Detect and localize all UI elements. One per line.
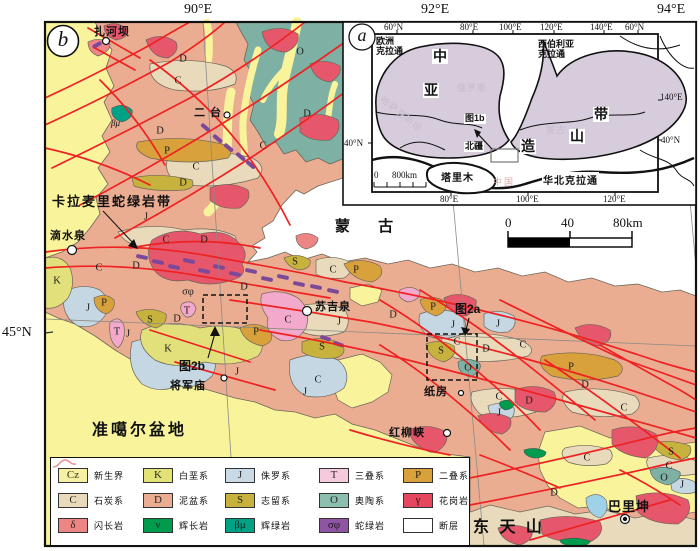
legend-code-k: K — [154, 469, 162, 481]
legend-item-p: P 二叠系 — [403, 463, 470, 488]
fig1b-arrow — [477, 133, 493, 150]
caob-region-west — [375, 42, 510, 159]
legend-label-t: 三叠系 — [355, 471, 386, 481]
legend-swatch-sigma-phi: σφ — [319, 518, 349, 533]
legend-item-d: D 泥盆系 — [143, 488, 225, 513]
gabbro-diabase-patches — [111, 105, 681, 547]
scalebar — [507, 231, 633, 248]
legend-item-c: C 石炭系 — [58, 488, 143, 513]
legend-item-k: K 白垩系 — [143, 463, 225, 488]
legend-item-cz: Cz 新生界 — [58, 463, 143, 488]
dishuiquan-marker — [66, 244, 78, 256]
mongolia-white-area — [248, 178, 696, 296]
legend-code-cz: Cz — [66, 469, 80, 481]
legend-item-t: T 三叠系 — [319, 463, 403, 488]
legend-swatch-beta-mu: βμ — [225, 518, 255, 533]
legend-swatch-t: T — [319, 468, 349, 483]
fault-line-icon — [52, 459, 77, 468]
legend-item-delta: δ 闪长岩 — [58, 513, 143, 538]
lake — [585, 494, 608, 519]
legend-code-c: C — [69, 494, 77, 506]
legend-label-sigma-phi: 蛇绿岩 — [355, 521, 386, 531]
legend-swatch-j: J — [225, 468, 255, 483]
legend-swatch-fault — [52, 459, 433, 533]
legend-swatch-k: K — [143, 468, 173, 483]
inset-scalebar — [373, 182, 427, 188]
hongliuxia-marker — [442, 428, 452, 438]
legend-code-t: T — [330, 469, 338, 481]
sujiquan-marker — [301, 305, 313, 317]
panel-b-letter: b — [57, 27, 69, 51]
legend-item-j: J 侏罗系 — [225, 463, 319, 488]
caob-region-east — [510, 39, 687, 161]
inset-frame-ticks — [368, 30, 662, 196]
legend-code-nu: ν — [155, 519, 161, 531]
ertai-marker — [223, 111, 231, 119]
panel-a-letter: a — [357, 25, 367, 46]
study-area-box — [490, 148, 519, 163]
legend-swatch-o: O — [319, 493, 349, 508]
legend-label-gamma: 花岗岩 — [439, 496, 470, 506]
legend-code-s: S — [236, 494, 244, 506]
legend-swatch-cz: Cz — [58, 468, 88, 483]
legend-code-delta: δ — [70, 519, 76, 531]
balikun-marker-inner — [622, 516, 628, 522]
legend-label-s: 志留系 — [261, 496, 292, 506]
legend: Cz 新生界 K 白垩系 J 侏罗系 T 三叠系 P 二叠系 C 石炭系 D 泥盆系 S 志留系 O 奥陶系 γ 花岗… — [50, 457, 470, 546]
legend-label-fault: 断层 — [439, 521, 460, 531]
fig2b-box — [202, 294, 248, 324]
legend-item-beta-mu: βμ 辉绿岩 — [225, 513, 319, 538]
legend-code-sigma-phi: σφ — [327, 519, 341, 531]
legend-label-nu: 辉长岩 — [179, 521, 210, 531]
figure-annotations — [102, 210, 478, 381]
legend-item-o: O 奥陶系 — [319, 488, 403, 513]
cretaceous-patches — [44, 256, 263, 366]
fig2a-box — [426, 333, 478, 381]
panel-a-circle — [348, 23, 376, 51]
legend-code-gamma: γ — [415, 494, 421, 506]
legend-label-k: 白垩系 — [179, 471, 210, 481]
place-markers — [66, 36, 631, 525]
legend-label-d: 泥盆系 — [179, 496, 210, 506]
legend-code-o: O — [330, 494, 338, 506]
fault-lines — [44, 21, 697, 541]
kalamaili-arrow — [102, 210, 135, 245]
legend-swatch-p: P — [403, 468, 433, 483]
legend-swatch-d: D — [143, 493, 173, 508]
legend-code-j: J — [237, 469, 243, 481]
legend-swatch-delta: δ — [58, 518, 88, 533]
inset-map — [342, 21, 697, 206]
legend-item-nu: ν 辉长岩 — [143, 513, 225, 538]
legend-code-beta-mu: βμ — [234, 519, 246, 531]
legend-swatch-c: C — [58, 493, 88, 508]
arrowheads — [128, 239, 470, 336]
lat-tick-45n: 45°N — [2, 325, 32, 340]
legend-label-o: 奥陶系 — [355, 496, 386, 506]
legend-item-gamma: γ 花岗岩 — [403, 488, 470, 513]
legend-swatch-s: S — [225, 493, 255, 508]
legend-code-p: P — [414, 469, 422, 481]
legend-label-cz: 新生界 — [94, 471, 125, 481]
legend-label-beta-mu: 辉绿岩 — [261, 521, 292, 531]
jiangjunmiao-marker — [220, 374, 228, 382]
legend-code-d: D — [154, 494, 162, 506]
fig2b-arrow — [207, 332, 216, 359]
legend-label-p: 二叠系 — [439, 471, 470, 481]
legend-item-sigma-phi: σφ 蛇绿岩 — [319, 513, 403, 538]
zhifang-marker — [457, 389, 465, 397]
legend-label-delta: 闪长岩 — [94, 521, 125, 531]
legend-item-fault: 断层 — [52, 459, 470, 538]
legend-label-c: 石炭系 — [94, 496, 125, 506]
fig2a-arrow — [465, 317, 470, 331]
panel-b-circle — [46, 24, 80, 58]
ophiolite-lenses — [92, 41, 344, 348]
zhaheba-marker — [101, 36, 111, 46]
legend-swatch-nu: ν — [143, 518, 173, 533]
legend-swatch-gamma: γ — [403, 493, 433, 508]
legend-item-s: S 志留系 — [225, 488, 319, 513]
legend-label-j: 侏罗系 — [261, 471, 292, 481]
legend-items: Cz 新生界 K 白垩系 J 侏罗系 T 三叠系 P 二叠系 C 石炭系 D 泥盆系 S 志留系 O 奥陶系 γ 花岗… — [51, 458, 469, 538]
